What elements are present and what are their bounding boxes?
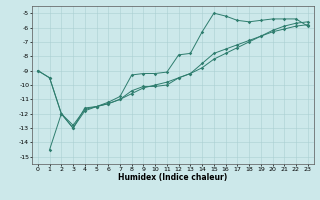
X-axis label: Humidex (Indice chaleur): Humidex (Indice chaleur) bbox=[118, 173, 228, 182]
